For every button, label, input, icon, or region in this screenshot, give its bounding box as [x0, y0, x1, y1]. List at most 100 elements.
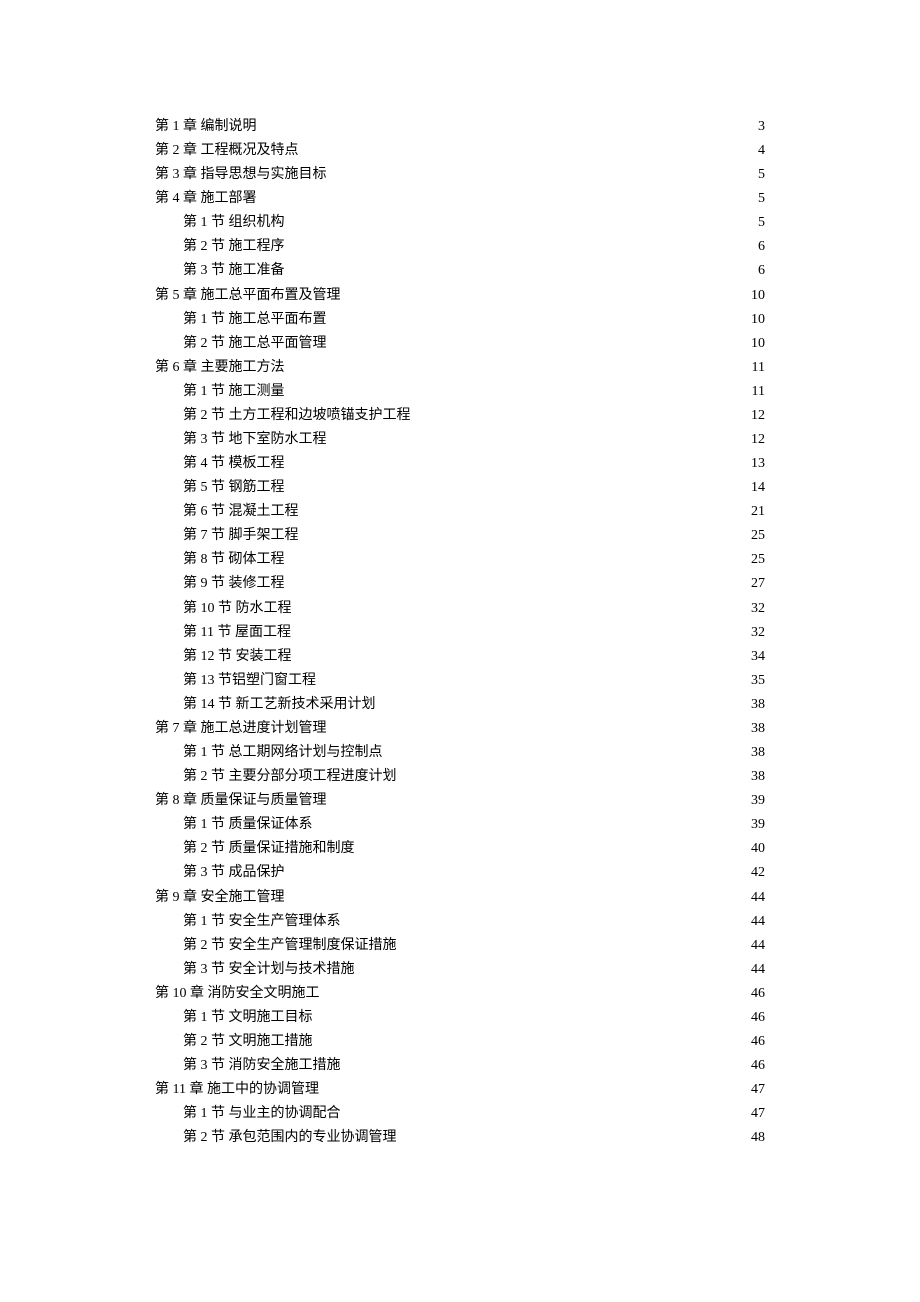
toc-entry: 第 4 章 施工部署5: [155, 187, 765, 211]
toc-entry-page: 5: [749, 187, 765, 211]
toc-entry-label: 第 5 节 钢筋工程: [183, 476, 285, 500]
toc-entry-page: 12: [749, 428, 765, 452]
toc-entry-label: 第 3 章 指导思想与实施目标: [155, 163, 327, 187]
toc-entry-page: 25: [749, 524, 765, 548]
toc-entry-page: 39: [749, 789, 765, 813]
toc-entry-label: 第 2 节 土方工程和边坡喷锚支护工程: [183, 404, 411, 428]
toc-entry: 第 1 节 与业主的协调配合 47: [155, 1102, 765, 1126]
toc-entry: 第 2 节 质量保证措施和制度40: [155, 837, 765, 861]
toc-entry-label: 第 14 节 新工艺新技术采用计划: [183, 693, 376, 717]
toc-entry: 第 4 节 模板工程 13: [155, 452, 765, 476]
toc-entry: 第 2 节 施工程序 6: [155, 235, 765, 259]
toc-entry: 第 10 章 消防安全文明施工46: [155, 982, 765, 1006]
toc-entry: 第 6 节 混凝土工程 21: [155, 500, 765, 524]
toc-entry-page: 46: [749, 982, 765, 1006]
toc-entry-page: 32: [749, 597, 765, 621]
toc-entry-page: 39: [749, 813, 765, 837]
toc-entry-label: 第 2 节 质量保证措施和制度: [183, 837, 355, 861]
toc-entry-label: 第 10 节 防水工程: [183, 597, 292, 621]
toc-entry-label: 第 3 节 施工准备: [183, 259, 285, 283]
toc-entry-page: 6: [749, 259, 765, 283]
toc-entry: 第 3 节 地下室防水工程 12: [155, 428, 765, 452]
toc-entry-page: 44: [749, 934, 765, 958]
toc-entry-label: 第 7 节 脚手架工程: [183, 524, 299, 548]
toc-entry: 第 1 节 施工总平面布置 10: [155, 308, 765, 332]
toc-entry: 第 9 节 装修工程27: [155, 572, 765, 596]
toc-entry: 第 1 节 质量保证体系 39: [155, 813, 765, 837]
toc-entry: 第 14 节 新工艺新技术采用计划 38: [155, 693, 765, 717]
toc-entry-page: 34: [749, 645, 765, 669]
toc-entry-page: 35: [749, 669, 765, 693]
toc-entry-page: 10: [749, 308, 765, 332]
toc-entry-label: 第 6 节 混凝土工程: [183, 500, 299, 524]
toc-entry-page: 13: [749, 452, 765, 476]
toc-entry-label: 第 3 节 地下室防水工程: [183, 428, 327, 452]
toc-entry-page: 47: [749, 1102, 765, 1126]
toc-entry: 第 3 节 施工准备 6: [155, 259, 765, 283]
toc-entry-label: 第 11 章 施工中的协调管理: [155, 1078, 319, 1102]
toc-entry: 第 11 章 施工中的协调管理47: [155, 1078, 765, 1102]
toc-entry-page: 6: [749, 235, 765, 259]
toc-entry-page: 5: [749, 211, 765, 235]
toc-entry-label: 第 2 节 施工总平面管理: [183, 332, 327, 356]
toc-entry: 第 13 节铝塑门窗工程 35: [155, 669, 765, 693]
toc-entry-label: 第 2 节 文明施工措施: [183, 1030, 313, 1054]
toc-entry-page: 38: [749, 741, 765, 765]
toc-entry: 第 7 节 脚手架工程 25: [155, 524, 765, 548]
toc-entry: 第 5 节 钢筋工程 14: [155, 476, 765, 500]
toc-entry: 第 2 节 施工总平面管理 10: [155, 332, 765, 356]
toc-entry: 第 8 节 砌体工程25: [155, 548, 765, 572]
toc-entry: 第 1 节 施工测量11: [155, 380, 765, 404]
table-of-contents: 第 1 章 编制说明3第 2 章 工程概况及特点4第 3 章 指导思想与实施目标…: [155, 115, 765, 1150]
toc-entry-page: 46: [749, 1054, 765, 1078]
toc-entry-label: 第 1 节 文明施工目标: [183, 1006, 313, 1030]
toc-entry-page: 3: [749, 115, 765, 139]
toc-entry-label: 第 8 章 质量保证与质量管理: [155, 789, 327, 813]
toc-entry: 第 7 章 施工总进度计划管理 38: [155, 717, 765, 741]
toc-entry-page: 4: [749, 139, 765, 163]
toc-entry: 第 3 节 安全计划与技术措施44: [155, 958, 765, 982]
toc-entry-label: 第 8 节 砌体工程: [183, 548, 285, 572]
toc-entry-page: 5: [749, 163, 765, 187]
toc-entry-label: 第 7 章 施工总进度计划管理: [155, 717, 327, 741]
toc-entry: 第 10 节 防水工程 32: [155, 597, 765, 621]
toc-entry-label: 第 2 节 主要分部分项工程进度计划: [183, 765, 397, 789]
toc-entry-page: 46: [749, 1006, 765, 1030]
toc-entry-page: 38: [749, 717, 765, 741]
toc-entry-label: 第 11 节 屋面工程: [183, 621, 291, 645]
toc-entry-page: 11: [749, 356, 765, 380]
toc-entry-page: 14: [749, 476, 765, 500]
toc-entry-label: 第 1 节 施工总平面布置: [183, 308, 327, 332]
toc-entry-page: 21: [749, 500, 765, 524]
toc-entry-page: 27: [749, 572, 765, 596]
toc-entry-label: 第 1 节 与业主的协调配合: [183, 1102, 341, 1126]
toc-entry-page: 44: [749, 886, 765, 910]
toc-entry: 第 9 章 安全施工管理 44: [155, 886, 765, 910]
toc-entry-page: 11: [749, 380, 765, 404]
toc-entry-page: 10: [749, 332, 765, 356]
toc-entry-page: 44: [749, 910, 765, 934]
toc-entry: 第 11 节 屋面工程32: [155, 621, 765, 645]
toc-entry-page: 48: [749, 1126, 765, 1150]
toc-entry: 第 2 节 文明施工措施46: [155, 1030, 765, 1054]
toc-entry: 第 1 节 总工期网络计划与控制点38: [155, 741, 765, 765]
toc-entry-label: 第 1 节 质量保证体系: [183, 813, 313, 837]
toc-entry: 第 2 节 安全生产管理制度保证措施44: [155, 934, 765, 958]
toc-entry-page: 10: [749, 284, 765, 308]
toc-entry-label: 第 13 节铝塑门窗工程: [183, 669, 316, 693]
toc-entry-label: 第 9 章 安全施工管理: [155, 886, 285, 910]
toc-entry-label: 第 1 节 安全生产管理体系: [183, 910, 341, 934]
toc-entry-label: 第 2 节 施工程序: [183, 235, 285, 259]
toc-entry-label: 第 4 节 模板工程: [183, 452, 285, 476]
toc-entry: 第 2 节 土方工程和边坡喷锚支护工程12: [155, 404, 765, 428]
toc-entry: 第 3 节 成品保护42: [155, 861, 765, 885]
toc-entry-page: 44: [749, 958, 765, 982]
toc-entry: 第 3 节 消防安全施工措施46: [155, 1054, 765, 1078]
toc-entry: 第 6 章 主要施工方法11: [155, 356, 765, 380]
toc-entry-page: 38: [749, 693, 765, 717]
toc-entry-page: 38: [749, 765, 765, 789]
toc-entry-label: 第 2 节 承包范围内的专业协调管理: [183, 1126, 397, 1150]
toc-entry-label: 第 3 节 成品保护: [183, 861, 285, 885]
toc-entry-label: 第 5 章 施工总平面布置及管理: [155, 284, 341, 308]
toc-entry: 第 8 章 质量保证与质量管理 39: [155, 789, 765, 813]
